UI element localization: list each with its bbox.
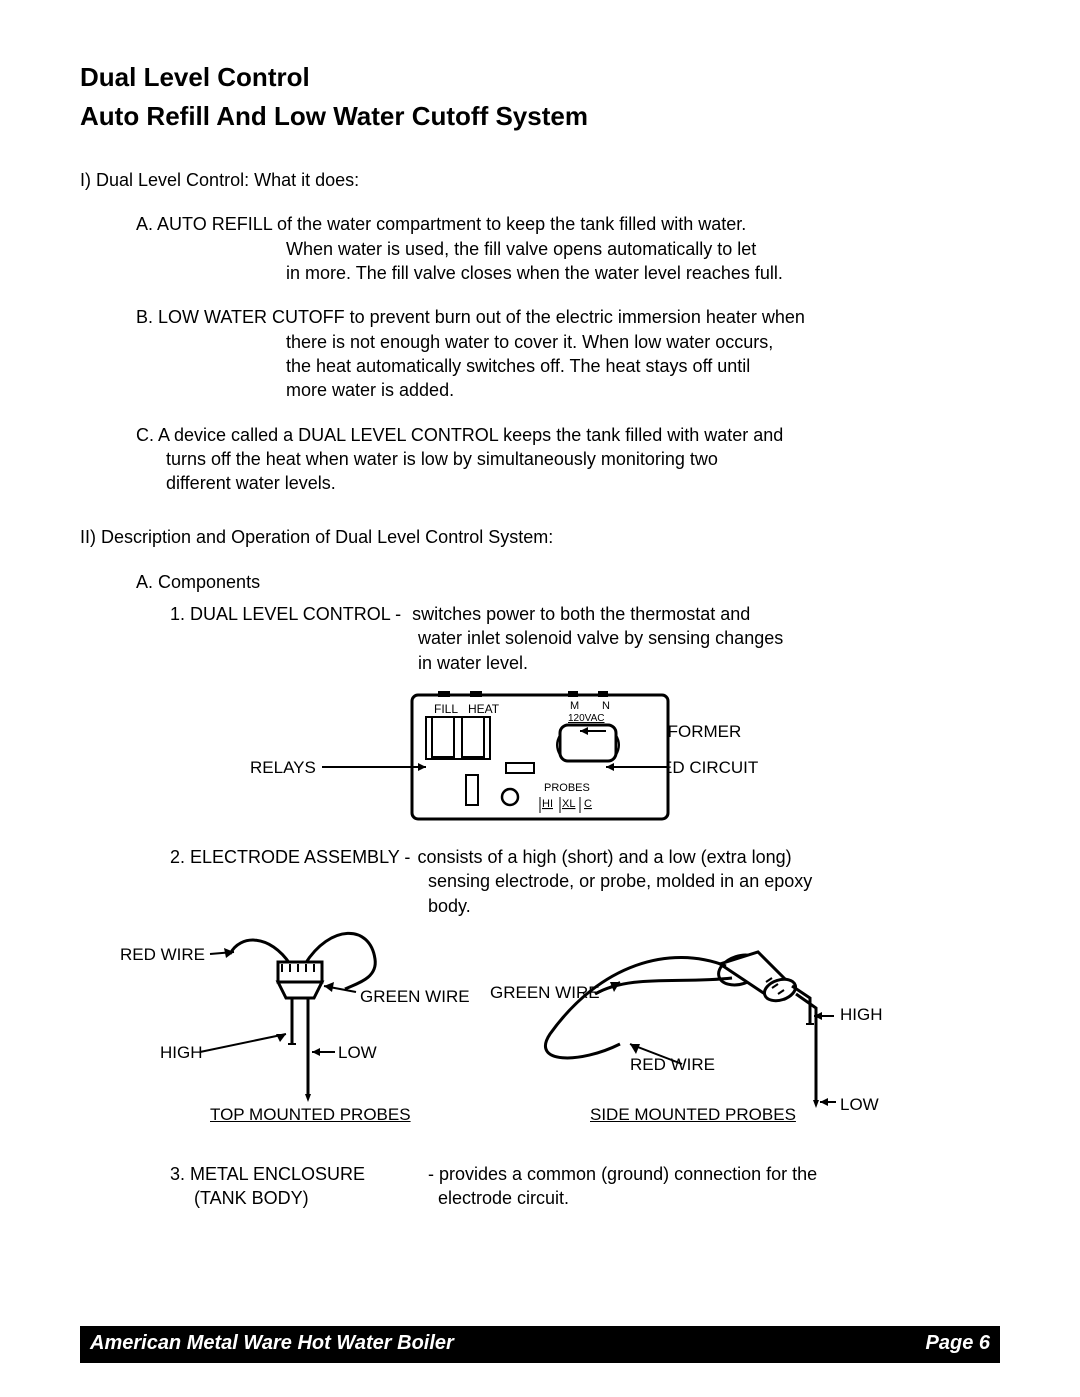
ii-a-1-lead: 1. DUAL LEVEL CONTROL - (170, 604, 401, 624)
footer-right: Page 6 (926, 1330, 990, 1357)
item-i-a-body: When water is used, the fill valve opens… (286, 237, 1000, 286)
item-i-b-body: there is not enough water to cover it. W… (286, 330, 1000, 403)
item-i-c-lead: C. A device called a DUAL LEVEL CONTROL … (136, 423, 1000, 447)
text-line: the heat automatically switches off. The… (286, 354, 1000, 378)
text-line: electrode circuit. (438, 1186, 817, 1210)
ii-a-3: 3. METAL ENCLOSURE (TANK BODY) - provide… (170, 1162, 1000, 1211)
footer-left: American Metal Ware Hot Water Boiler (90, 1330, 454, 1357)
leader-lines-svg (80, 687, 1000, 827)
top-mounted-probe-svg (200, 924, 400, 1114)
text-line: in more. The fill valve closes when the … (286, 261, 1000, 285)
ii-a-3-lead2: (TANK BODY) (194, 1186, 428, 1210)
section-ii-heading: II) Description and Operation of Dual Le… (80, 525, 1000, 549)
text-line: more water is added. (286, 378, 1000, 402)
item-i-a: A. AUTO REFILL of the water compartment … (136, 212, 1000, 285)
item-i-b-lead: B. LOW WATER CUTOFF to prevent burn out … (136, 305, 1000, 329)
text-line: When water is used, the fill valve opens… (286, 237, 1000, 261)
ii-a-2: 2. ELECTRODE ASSEMBLY - consists of a hi… (170, 845, 1000, 918)
diagram-control-board: RELAYS TRANSFORMER PRINTED CIRCUIT FILL … (80, 687, 1000, 827)
ii-a-2-lead: 2. ELECTRODE ASSEMBLY - (170, 847, 410, 867)
page-footer: American Metal Ware Hot Water Boiler Pag… (80, 1326, 1000, 1363)
text-line: sensing electrode, or probe, molded in a… (428, 869, 1000, 893)
item-i-b: B. LOW WATER CUTOFF to prevent burn out … (136, 305, 1000, 402)
text-line: in water level. (418, 651, 1000, 675)
side-mounted-probe-svg (510, 924, 870, 1124)
item-i-c: C. A device called a DUAL LEVEL CONTROL … (136, 423, 1000, 496)
item-i-c-body: turns off the heat when water is low by … (166, 447, 1000, 496)
text-line: water inlet solenoid valve by sensing ch… (418, 626, 1000, 650)
ii-a-3-lead: 3. METAL ENCLOSURE (170, 1162, 428, 1186)
text-line: different water levels. (166, 471, 1000, 495)
text-line: - provides a common (ground) connection … (428, 1162, 817, 1186)
section-i-heading: I) Dual Level Control: What it does: (80, 168, 1000, 192)
text-line: there is not enough water to cover it. W… (286, 330, 1000, 354)
title-line-2: Auto Refill And Low Water Cutoff System (80, 99, 1000, 134)
text-line: switches power to both the thermostat an… (412, 604, 750, 624)
text-line: turns off the heat when water is low by … (166, 447, 1000, 471)
text-line: body. (428, 894, 1000, 918)
label-red-wire-left: RED WIRE (120, 944, 205, 967)
label-high-left: HIGH (160, 1042, 203, 1065)
item-i-a-lead: A. AUTO REFILL of the water compartment … (136, 212, 1000, 236)
ii-a-heading: A. Components (136, 570, 1000, 594)
text-line: consists of a high (short) and a low (ex… (417, 847, 791, 867)
title-line-1: Dual Level Control (80, 60, 1000, 95)
ii-a-1: 1. DUAL LEVEL CONTROL - switches power t… (170, 602, 1000, 675)
diagram-probes: RED WIRE GREEN WIRE HIGH LOW TOP MOUNTED… (80, 924, 1000, 1144)
